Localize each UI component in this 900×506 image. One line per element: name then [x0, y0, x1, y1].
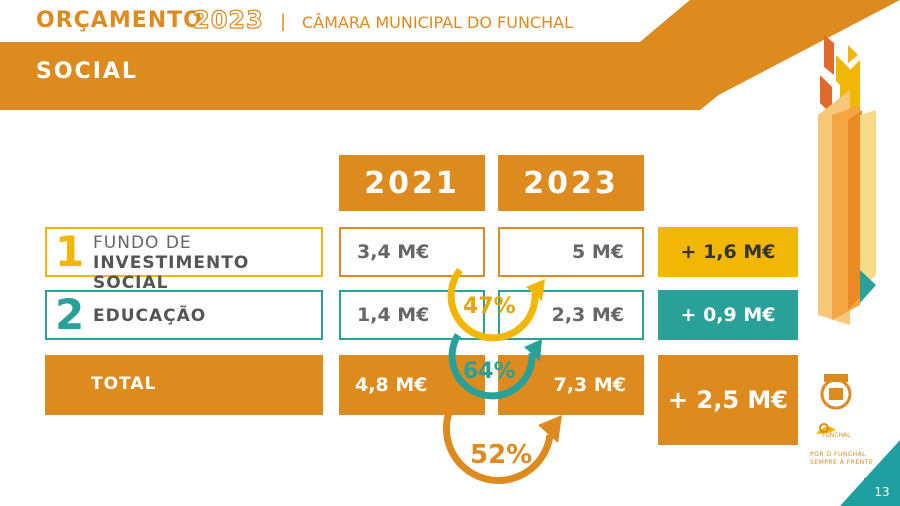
row-number-2: 2 [55, 290, 85, 339]
row-total-value-2023-text: 7,3 M€ [553, 374, 626, 396]
row-label-educacao: 2 EDUCAÇÃO [45, 290, 323, 340]
header-band [0, 0, 900, 110]
row-label-fundo-investimento: 1 FUNDO DE INVESTIMENTO SOCIAL [45, 227, 323, 293]
page-number: 13 [864, 478, 900, 506]
row-1-delta-text: + 1,6 M€ [680, 241, 776, 263]
tagline-line1: POR O FUNCHAL [810, 451, 867, 458]
tagline-line2: SEMPRE À FRENTE [810, 459, 874, 466]
growth-arrow-1-head [526, 279, 545, 301]
row-1-delta: + 1,6 M€ [658, 227, 798, 277]
growth-arrow-2 [448, 333, 536, 400]
row-1-value-2021-text: 3,4 M€ [357, 241, 430, 263]
growth-pct-2: 64% [463, 359, 516, 384]
row-2-label: EDUCAÇÃO [93, 306, 206, 326]
row-1-label: FUNDO DE INVESTIMENTO SOCIAL [93, 233, 321, 293]
growth-arrow-3-head [538, 415, 562, 443]
row-1-label-line1: FUNDO DE [93, 233, 192, 253]
header-separator: | [280, 11, 287, 32]
row-label-total: TOTAL [45, 355, 323, 415]
growth-pct-total: 52% [470, 440, 533, 470]
row-total-value-2021-text: 4,8 M€ [355, 374, 428, 396]
row-2-value-2021: 1,4 M€ [339, 290, 485, 340]
decorative-ribbons [818, 35, 876, 325]
growth-arrow-1 [447, 267, 539, 342]
row-1-value-2023-text: 5 M€ [572, 241, 624, 263]
funchal-logo-icon [816, 423, 836, 434]
row-total-value-2023: 7,3 M€ [498, 355, 644, 415]
row-2-delta: + 0,9 M€ [658, 290, 798, 340]
row-2-value-2023-text: 2,3 M€ [551, 304, 624, 326]
row-total-delta: + 2,5 M€ [658, 355, 798, 445]
row-total-label: TOTAL [91, 374, 157, 394]
header-title: ORÇAMENTO [36, 8, 203, 33]
growth-arrow-2-head [524, 339, 542, 361]
column-header-2023: 2023 [498, 155, 644, 211]
row-2-value-2021-text: 1,4 M€ [357, 304, 430, 326]
growth-arrows [442, 267, 562, 484]
row-1-label-line2: INVESTIMENTO SOCIAL [93, 253, 250, 293]
growth-pct-1: 47% [463, 294, 516, 319]
row-1-value-2021: 3,4 M€ [339, 227, 485, 277]
row-1-value-2023: 5 M€ [498, 227, 644, 277]
header-organization: CÂMARA MUNICIPAL DO FUNCHAL [302, 13, 573, 32]
row-2-value-2023: 2,3 M€ [498, 290, 644, 340]
row-number-1: 1 [55, 227, 85, 276]
row-total-delta-text: + 2,5 M€ [668, 386, 788, 414]
municipal-crest-icon [820, 374, 852, 410]
section-title: SOCIAL [36, 59, 138, 84]
growth-arrow-3 [442, 403, 554, 484]
header-year: 2023 [192, 5, 264, 34]
row-2-label-line1: EDUCAÇÃO [93, 306, 207, 326]
row-2-delta-text: + 0,9 M€ [680, 304, 776, 326]
column-header-2021: 2021 [339, 155, 485, 211]
row-total-value-2021: 4,8 M€ [339, 355, 485, 415]
funchal-logo-text: FUNCHAL [822, 432, 851, 439]
